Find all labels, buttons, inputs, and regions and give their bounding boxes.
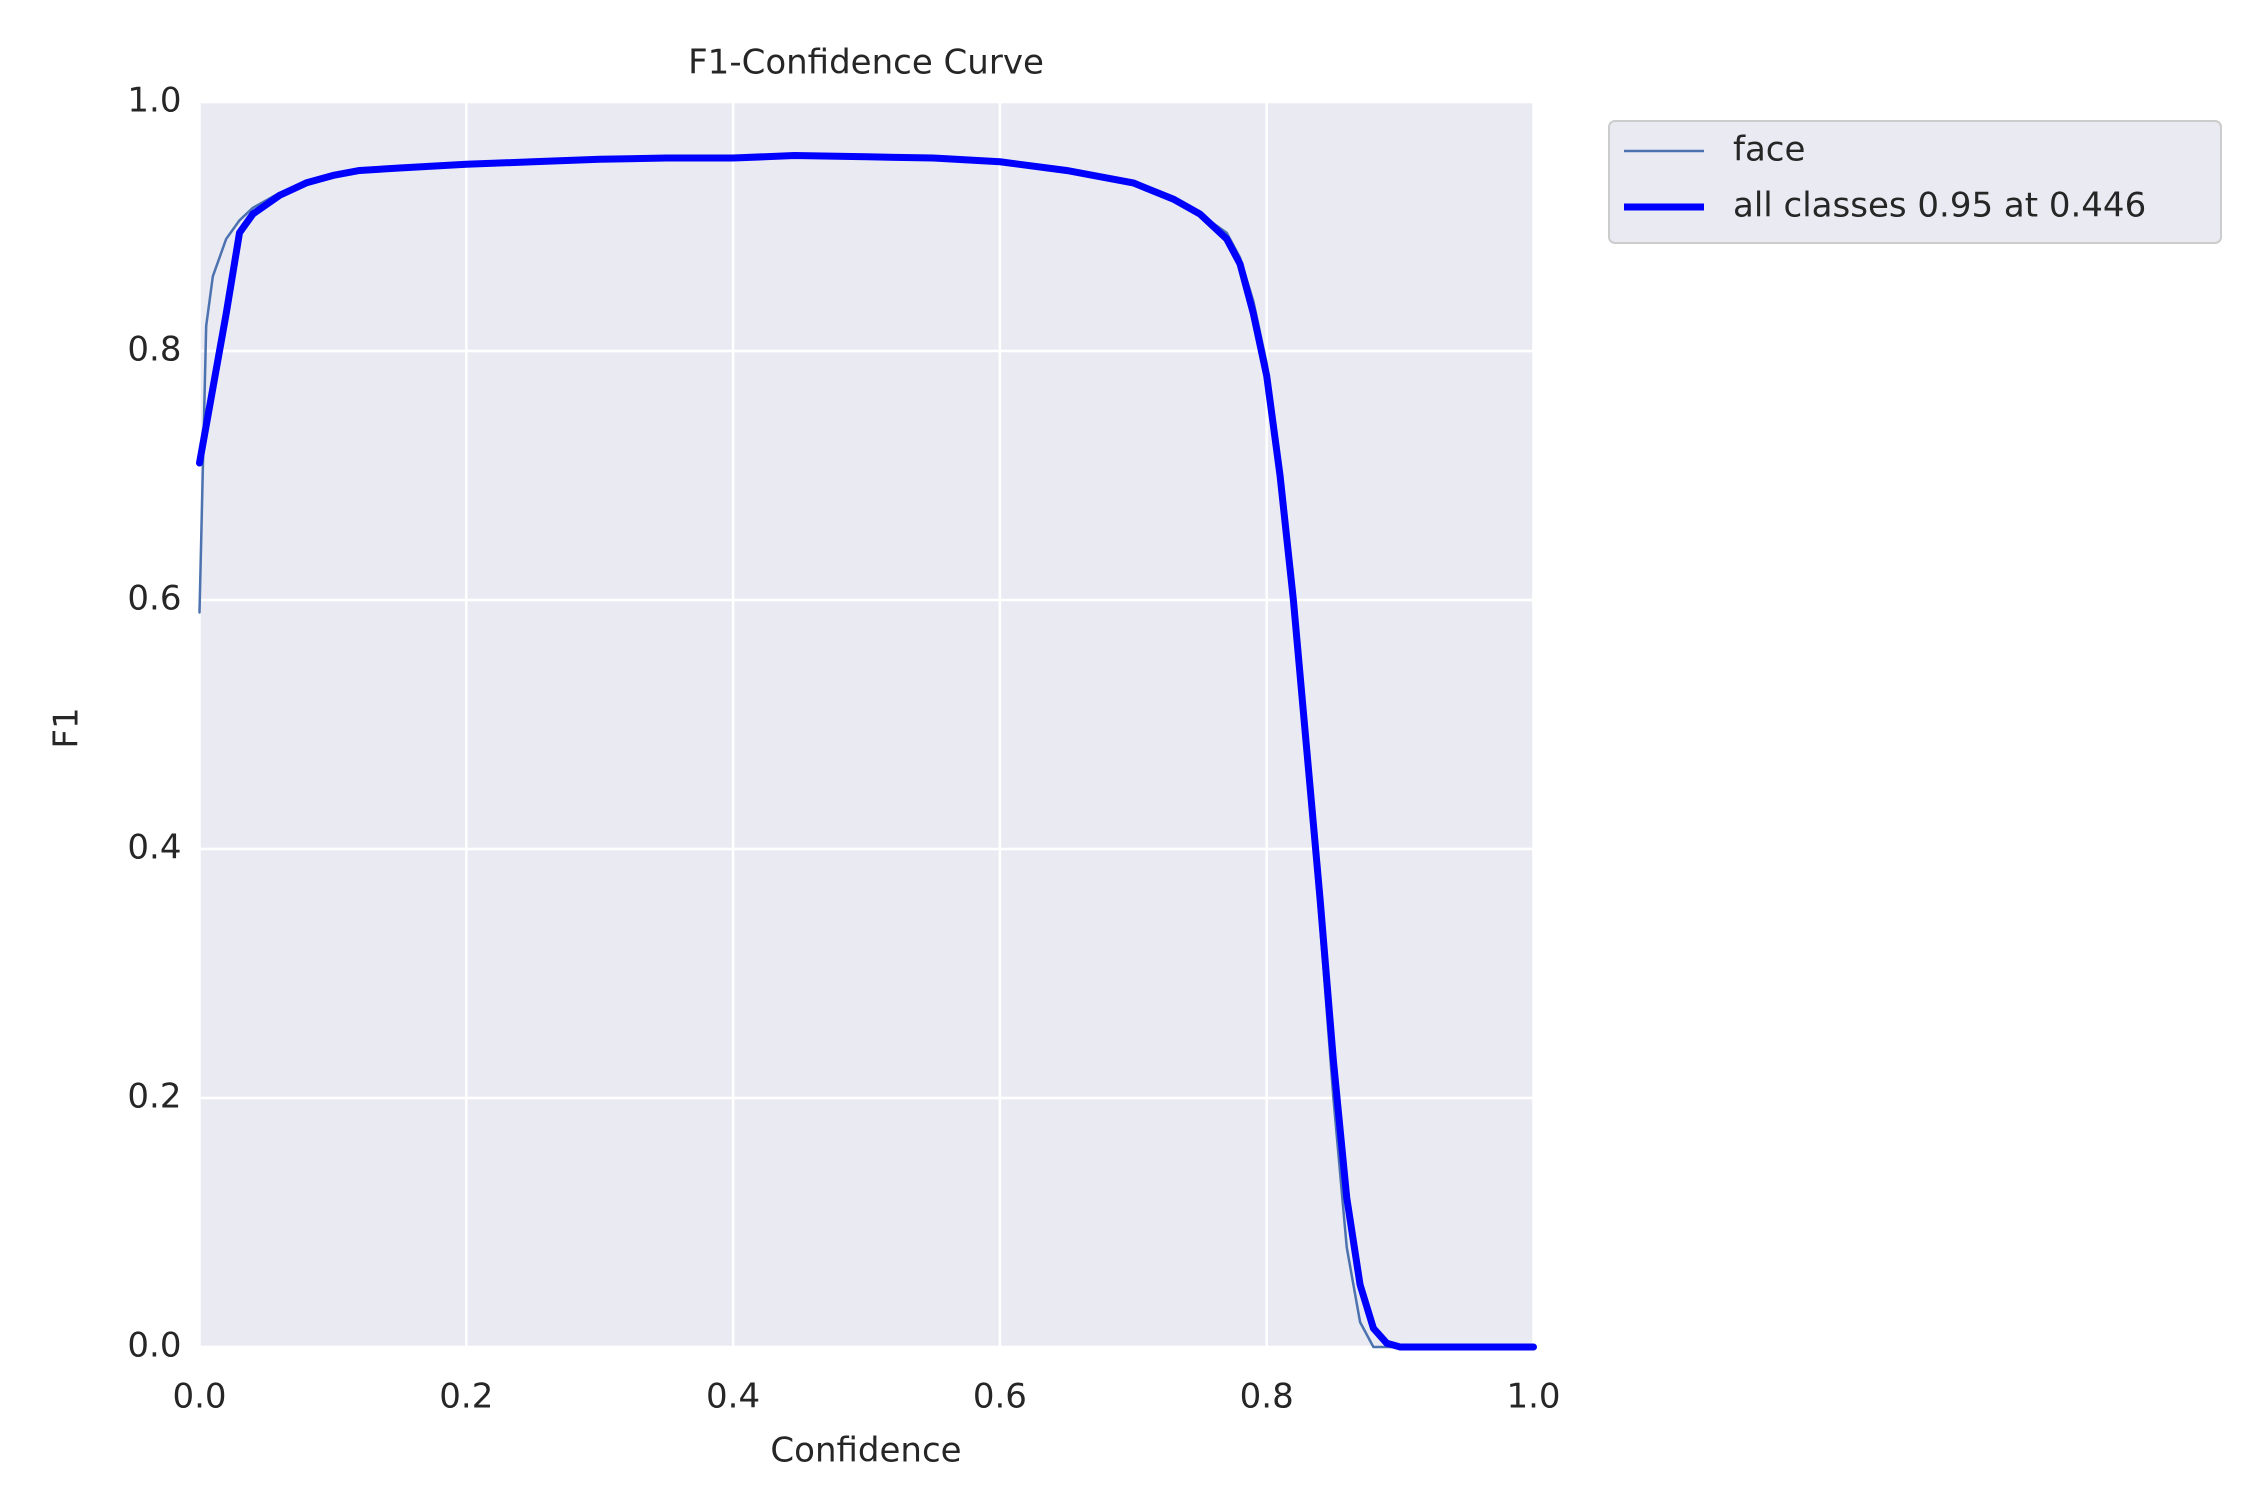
y-tick-label: 0.6 (127, 579, 181, 619)
x-tick-label: 0.0 (172, 1377, 226, 1417)
x-tick-label: 1.0 (1506, 1377, 1560, 1417)
y-tick-label: 0.8 (127, 330, 181, 370)
x-tick-label: 0.6 (973, 1377, 1027, 1417)
plot-area (199, 102, 1534, 1347)
y-tick-label: 1.0 (127, 81, 181, 121)
legend-label: all classes 0.95 at 0.446 (1733, 186, 2146, 226)
legend-label: face (1733, 130, 1805, 170)
chart-title: F1-Confidence Curve (688, 43, 1044, 83)
y-tick-label: 0.0 (127, 1326, 181, 1366)
y-tick-label: 0.4 (127, 828, 181, 868)
x-axis-label: Confidence (770, 1431, 961, 1471)
y-tick-label: 0.2 (127, 1077, 181, 1117)
y-axis-label: F1 (47, 707, 87, 748)
line-series (196, 152, 1537, 1351)
x-tick-label: 0.2 (439, 1377, 493, 1417)
x-tick-label: 0.4 (706, 1377, 760, 1417)
legend-box (1608, 120, 2222, 244)
x-tick-label: 0.8 (1240, 1377, 1294, 1417)
